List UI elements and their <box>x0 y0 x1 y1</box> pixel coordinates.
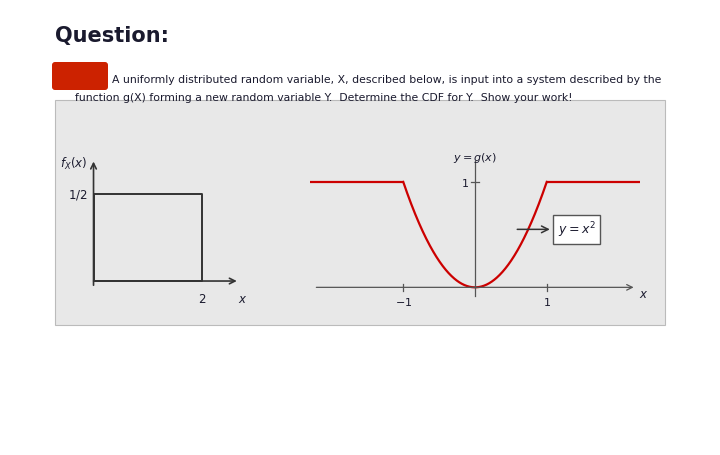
FancyBboxPatch shape <box>52 63 108 91</box>
Text: $1$: $1$ <box>543 295 551 307</box>
Text: $y = x^2$: $y = x^2$ <box>517 220 595 240</box>
FancyBboxPatch shape <box>55 101 665 325</box>
Text: $2$: $2$ <box>197 293 206 306</box>
Text: $-1$: $-1$ <box>395 295 412 307</box>
Text: Question:: Question: <box>55 26 169 46</box>
Text: $f_X(x)$: $f_X(x)$ <box>60 156 87 172</box>
Text: $x$: $x$ <box>238 293 247 306</box>
Text: $1$: $1$ <box>462 177 469 188</box>
Text: $x$: $x$ <box>639 288 648 300</box>
Text: $1/2$: $1/2$ <box>68 187 87 201</box>
Text: function g(X) forming a new random variable Y.  Determine the CDF for Y.  Show y: function g(X) forming a new random varia… <box>75 93 572 103</box>
Text: A uniformly distributed random variable, X, described below, is input into a sys: A uniformly distributed random variable,… <box>112 75 662 85</box>
Text: $y=g(x)$: $y=g(x)$ <box>453 151 497 165</box>
